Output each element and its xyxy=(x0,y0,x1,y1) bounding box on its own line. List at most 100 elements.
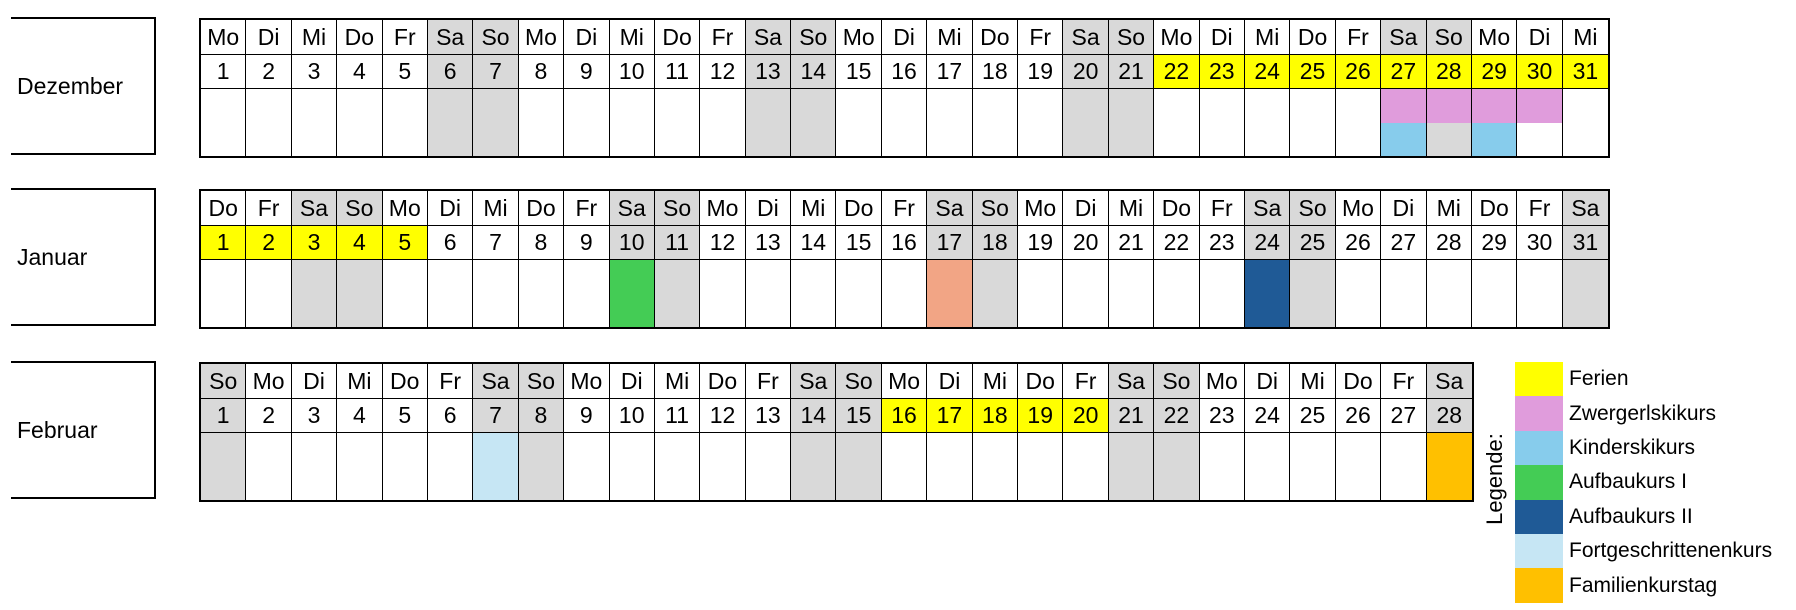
event-cell[interactable] xyxy=(518,260,564,327)
event-cell[interactable] xyxy=(201,433,246,500)
event-cell[interactable] xyxy=(745,433,791,500)
event-cell[interactable] xyxy=(1335,89,1381,156)
event-cell[interactable] xyxy=(1108,260,1154,327)
event-cell[interactable] xyxy=(1290,433,1335,500)
event-cell[interactable] xyxy=(427,433,473,500)
event-cell[interactable] xyxy=(745,260,791,327)
event-cell[interactable] xyxy=(1154,433,1199,500)
event-cell[interactable] xyxy=(791,260,836,327)
event-cell[interactable] xyxy=(1018,89,1063,156)
event-cell[interactable] xyxy=(1381,89,1426,156)
event-cell[interactable] xyxy=(337,89,382,156)
event-slot-bottom xyxy=(1381,466,1426,500)
event-cell[interactable] xyxy=(473,433,518,500)
event-cell[interactable] xyxy=(1426,260,1471,327)
event-cell[interactable] xyxy=(1335,260,1381,327)
legend-item: Ferien xyxy=(1515,362,1772,397)
event-cell[interactable] xyxy=(609,89,654,156)
event-cell[interactable] xyxy=(246,433,291,500)
event-cell[interactable] xyxy=(1063,89,1108,156)
event-slot-top xyxy=(700,89,745,123)
event-cell[interactable] xyxy=(1154,89,1199,156)
event-cell[interactable] xyxy=(1199,260,1244,327)
event-cell[interactable] xyxy=(881,89,927,156)
event-cell[interactable] xyxy=(1426,433,1472,500)
event-cell[interactable] xyxy=(1108,433,1154,500)
event-cell[interactable] xyxy=(1108,89,1154,156)
event-cell[interactable] xyxy=(427,89,473,156)
event-cell[interactable] xyxy=(791,433,836,500)
event-cell[interactable] xyxy=(654,433,700,500)
event-cell[interactable] xyxy=(1199,433,1244,500)
event-cell[interactable] xyxy=(1471,89,1517,156)
event-cell[interactable] xyxy=(836,433,881,500)
event-cell[interactable] xyxy=(654,89,700,156)
event-cell[interactable] xyxy=(1063,260,1108,327)
event-cell[interactable] xyxy=(836,89,881,156)
event-cell[interactable] xyxy=(291,433,337,500)
event-cell[interactable] xyxy=(337,260,382,327)
event-cell[interactable] xyxy=(654,260,700,327)
event-cell[interactable] xyxy=(927,260,972,327)
event-cell[interactable] xyxy=(1244,89,1290,156)
event-cell[interactable] xyxy=(1199,89,1244,156)
event-cell[interactable] xyxy=(291,260,337,327)
event-cell[interactable] xyxy=(201,89,246,156)
weekday-cell: Do xyxy=(654,20,700,55)
event-cell[interactable] xyxy=(972,433,1018,500)
event-cell[interactable] xyxy=(927,433,972,500)
event-cell[interactable] xyxy=(1517,260,1562,327)
event-cell[interactable] xyxy=(745,89,791,156)
event-cell[interactable] xyxy=(1244,433,1290,500)
event-cell[interactable] xyxy=(473,89,518,156)
event-slot-bottom xyxy=(201,122,246,156)
event-cell[interactable] xyxy=(564,260,609,327)
event-cell[interactable] xyxy=(927,89,972,156)
day-column: So 7 xyxy=(473,20,519,156)
event-cell[interactable] xyxy=(1063,433,1108,500)
event-cell[interactable] xyxy=(1244,260,1290,327)
event-cell[interactable] xyxy=(246,260,291,327)
event-cell[interactable] xyxy=(1018,433,1063,500)
event-cell[interactable] xyxy=(564,433,609,500)
event-cell[interactable] xyxy=(427,260,473,327)
event-cell[interactable] xyxy=(972,260,1018,327)
event-cell[interactable] xyxy=(1381,433,1426,500)
event-cell[interactable] xyxy=(700,89,745,156)
event-cell[interactable] xyxy=(609,433,654,500)
event-cell[interactable] xyxy=(518,433,564,500)
event-cell[interactable] xyxy=(337,433,382,500)
event-cell[interactable] xyxy=(1290,89,1335,156)
event-cell[interactable] xyxy=(382,89,427,156)
event-cell[interactable] xyxy=(1562,260,1609,327)
event-cell[interactable] xyxy=(700,260,745,327)
event-cell[interactable] xyxy=(972,89,1018,156)
event-cell[interactable] xyxy=(473,260,518,327)
event-cell[interactable] xyxy=(1426,89,1471,156)
event-slot-top xyxy=(246,260,291,294)
event-cell[interactable] xyxy=(246,89,291,156)
event-cell[interactable] xyxy=(1517,89,1562,156)
event-cell[interactable] xyxy=(1154,260,1199,327)
event-cell[interactable] xyxy=(201,260,246,327)
event-cell[interactable] xyxy=(564,89,609,156)
event-cell[interactable] xyxy=(1290,260,1335,327)
day-column: Di 27 xyxy=(1381,191,1427,327)
event-cell[interactable] xyxy=(791,89,836,156)
event-cell[interactable] xyxy=(382,260,427,327)
event-cell[interactable] xyxy=(1335,433,1381,500)
event-cell[interactable] xyxy=(382,433,427,500)
event-cell[interactable] xyxy=(291,89,337,156)
event-cell[interactable] xyxy=(700,433,745,500)
event-cell[interactable] xyxy=(1381,260,1426,327)
day-column: Sa 17 xyxy=(927,191,973,327)
event-cell[interactable] xyxy=(1018,260,1063,327)
event-cell[interactable] xyxy=(881,433,927,500)
event-cell[interactable] xyxy=(1562,89,1609,156)
event-slot-bottom xyxy=(201,293,246,327)
event-cell[interactable] xyxy=(518,89,564,156)
event-cell[interactable] xyxy=(609,260,654,327)
event-cell[interactable] xyxy=(881,260,927,327)
event-cell[interactable] xyxy=(836,260,881,327)
event-cell[interactable] xyxy=(1471,260,1517,327)
